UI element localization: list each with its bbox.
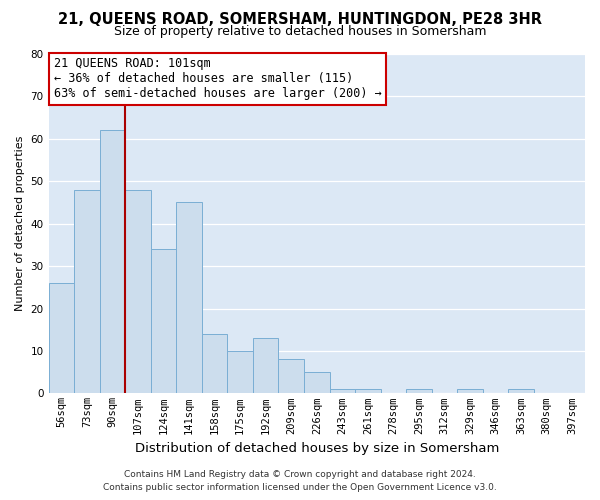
Bar [125, 190, 151, 394]
Bar [202, 334, 227, 394]
Bar [329, 389, 355, 394]
Bar [457, 389, 483, 394]
Bar [508, 389, 534, 394]
Bar [227, 351, 253, 394]
X-axis label: Distribution of detached houses by size in Somersham: Distribution of detached houses by size … [134, 442, 499, 455]
Bar [74, 190, 100, 394]
Bar [355, 389, 380, 394]
Y-axis label: Number of detached properties: Number of detached properties [15, 136, 25, 312]
Bar [100, 130, 125, 394]
Bar [406, 389, 432, 394]
Text: Size of property relative to detached houses in Somersham: Size of property relative to detached ho… [114, 25, 486, 38]
Bar [151, 249, 176, 394]
Bar [304, 372, 329, 394]
Bar [278, 360, 304, 394]
Text: 21, QUEENS ROAD, SOMERSHAM, HUNTINGDON, PE28 3HR: 21, QUEENS ROAD, SOMERSHAM, HUNTINGDON, … [58, 12, 542, 28]
Bar [253, 338, 278, 394]
Bar [49, 283, 74, 394]
Text: Contains HM Land Registry data © Crown copyright and database right 2024.
Contai: Contains HM Land Registry data © Crown c… [103, 470, 497, 492]
Bar [176, 202, 202, 394]
Text: 21 QUEENS ROAD: 101sqm
← 36% of detached houses are smaller (115)
63% of semi-de: 21 QUEENS ROAD: 101sqm ← 36% of detached… [54, 58, 382, 100]
